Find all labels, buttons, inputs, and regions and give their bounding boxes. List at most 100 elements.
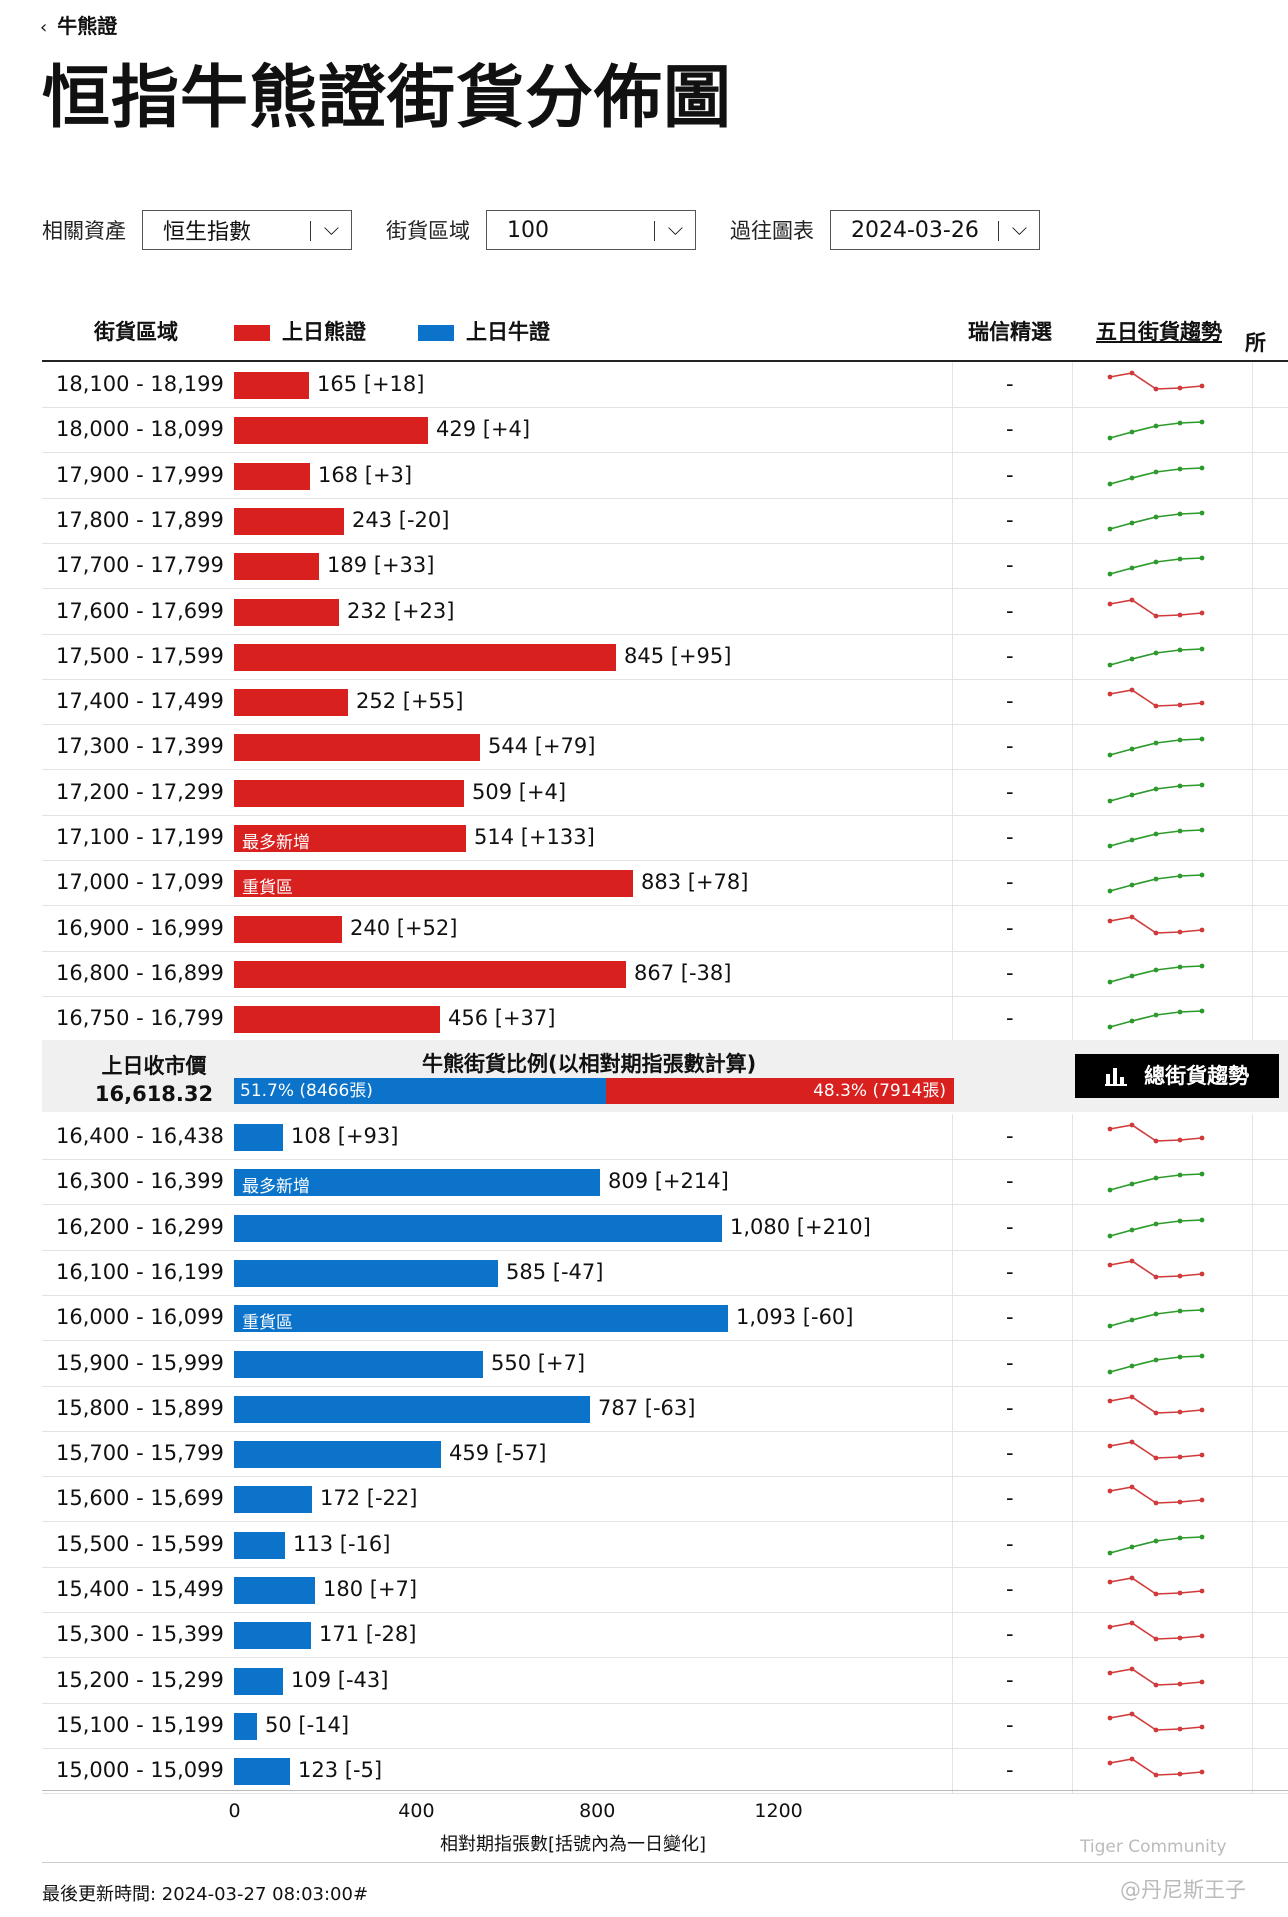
bull-bar[interactable] [234,1395,590,1423]
trend-sparkline[interactable] [1102,773,1212,817]
trend-column-header[interactable]: 五日街貨趨勢 [1096,320,1222,344]
trend-sparkline[interactable] [1102,501,1212,545]
trend-sparkline[interactable] [1102,727,1212,771]
column-divider [952,588,953,634]
column-divider [1252,1385,1253,1431]
bull-bar[interactable] [234,1577,315,1604]
trend-sparkline[interactable] [1102,456,1212,500]
x-tick-label: 400 [398,1800,435,1822]
asset-select[interactable]: 恒生指數 ⌵ [142,210,352,250]
bear-row: 17,500 - 17,599 845 [+95] - [42,633,1288,681]
bull-bar[interactable] [234,1124,283,1151]
trend-sparkline[interactable] [1102,818,1212,862]
last-updated: 最後更新時間: 2024-03-27 08:03:00# [42,1884,369,1905]
trend-sparkline[interactable] [1102,1208,1212,1252]
trend-sparkline[interactable] [1102,1706,1212,1750]
history-date-select[interactable]: 2024-03-26 ⌵ [830,210,1040,250]
range-label: 15,900 - 15,999 [56,1350,224,1375]
bull-bar[interactable]: 最多新增 [234,1169,600,1197]
column-divider [952,815,953,860]
trend-sparkline[interactable] [1102,1615,1212,1659]
column-divider [1072,1567,1073,1612]
pick-value: - [1006,1124,1014,1148]
bear-bar[interactable] [234,417,428,445]
trend-sparkline[interactable] [1102,1479,1212,1523]
bear-bar[interactable] [234,1006,440,1034]
trend-sparkline[interactable] [1102,1298,1212,1342]
range-label: 17,800 - 17,899 [56,507,224,532]
bull-bar[interactable] [234,1486,312,1514]
pick-value: - [1006,1758,1014,1783]
range-label: 16,100 - 16,199 [56,1259,224,1284]
bear-bar[interactable] [234,915,342,943]
range-column-header: 街貨區域 [94,320,178,344]
trend-sparkline[interactable] [1102,1117,1212,1161]
bull-bar[interactable] [234,1214,722,1242]
trend-sparkline[interactable] [1102,546,1212,590]
column-divider [1252,1567,1253,1612]
trend-sparkline[interactable] [1102,1570,1212,1614]
bar-value-label: 550 [+7] [491,1350,586,1375]
zone-select[interactable]: 100 ⌵ [486,210,696,250]
bull-bar[interactable] [234,1350,483,1378]
trend-sparkline[interactable] [1102,1525,1212,1569]
bull-bar[interactable] [234,1531,285,1559]
trend-sparkline[interactable] [1102,637,1212,681]
trend-sparkline[interactable] [1102,863,1212,907]
column-divider [1072,407,1073,453]
trend-sparkline[interactable] [1102,592,1212,636]
bear-bar[interactable] [234,689,348,717]
range-label: 18,000 - 18,099 [56,417,224,442]
bull-bar[interactable] [234,1259,498,1287]
bull-bar[interactable] [234,1622,311,1650]
trend-sparkline[interactable] [1102,1661,1212,1705]
trend-sparkline[interactable] [1102,1253,1212,1297]
page-title: 恒指牛熊證街貨分佈圖 [42,59,733,138]
bar-value-label: 787 [-63] [598,1395,696,1420]
bear-bar[interactable] [234,507,344,535]
bar-value-label: 509 [+4] [472,779,567,804]
bear-bar[interactable] [234,598,339,626]
bear-bar[interactable] [234,734,480,762]
bear-bar[interactable] [234,372,309,399]
bar-value-label: 845 [+95] [624,643,732,668]
trend-sparkline[interactable] [1102,682,1212,726]
bull-bar[interactable] [234,1667,283,1695]
bear-bar[interactable] [234,779,464,807]
bull-bar[interactable]: 重貨區 [234,1305,728,1333]
trend-sparkline[interactable] [1102,365,1212,409]
bear-bar[interactable] [234,462,310,490]
trend-sparkline[interactable] [1102,1434,1212,1478]
bar-value-label: 171 [-28] [319,1622,417,1647]
bear-bar[interactable]: 最多新增 [234,825,466,853]
column-divider [1252,1114,1253,1159]
trend-sparkline[interactable] [1102,909,1212,953]
back-link[interactable]: ‹ 牛熊證 [40,10,117,39]
total-trend-button[interactable]: 總街貨趨勢 [1075,1054,1279,1098]
bull-bar[interactable] [234,1441,441,1469]
bull-bar[interactable] [234,1758,290,1786]
trend-sparkline[interactable] [1102,1162,1212,1206]
range-label: 16,750 - 16,799 [56,1006,224,1031]
bear-bar[interactable] [234,960,626,988]
trend-sparkline[interactable] [1102,410,1212,454]
bear-bar[interactable] [234,553,319,581]
column-divider [952,1567,953,1612]
trend-sparkline[interactable] [1102,1389,1212,1433]
column-divider [1252,1159,1253,1205]
column-divider [1072,860,1073,906]
bear-bar[interactable] [234,643,616,671]
range-label: 15,500 - 15,599 [56,1531,224,1556]
ratio-bear-segment: 48.3% (7914張) [606,1078,954,1104]
range-label: 15,200 - 15,299 [56,1667,224,1692]
bear-legend: 上日熊證 [234,316,366,346]
pick-value: - [1006,1577,1014,1601]
bull-bar[interactable] [234,1712,257,1740]
bear-bar[interactable]: 重貨區 [234,870,633,898]
asset-value: 恒生指數 [163,220,252,245]
trend-sparkline[interactable] [1102,1344,1212,1388]
trend-sparkline[interactable] [1102,999,1212,1043]
trend-sparkline[interactable] [1102,954,1212,998]
trend-sparkline[interactable] [1102,1751,1212,1795]
bear-row: 17,300 - 17,399 544 [+79] - [42,724,1288,771]
